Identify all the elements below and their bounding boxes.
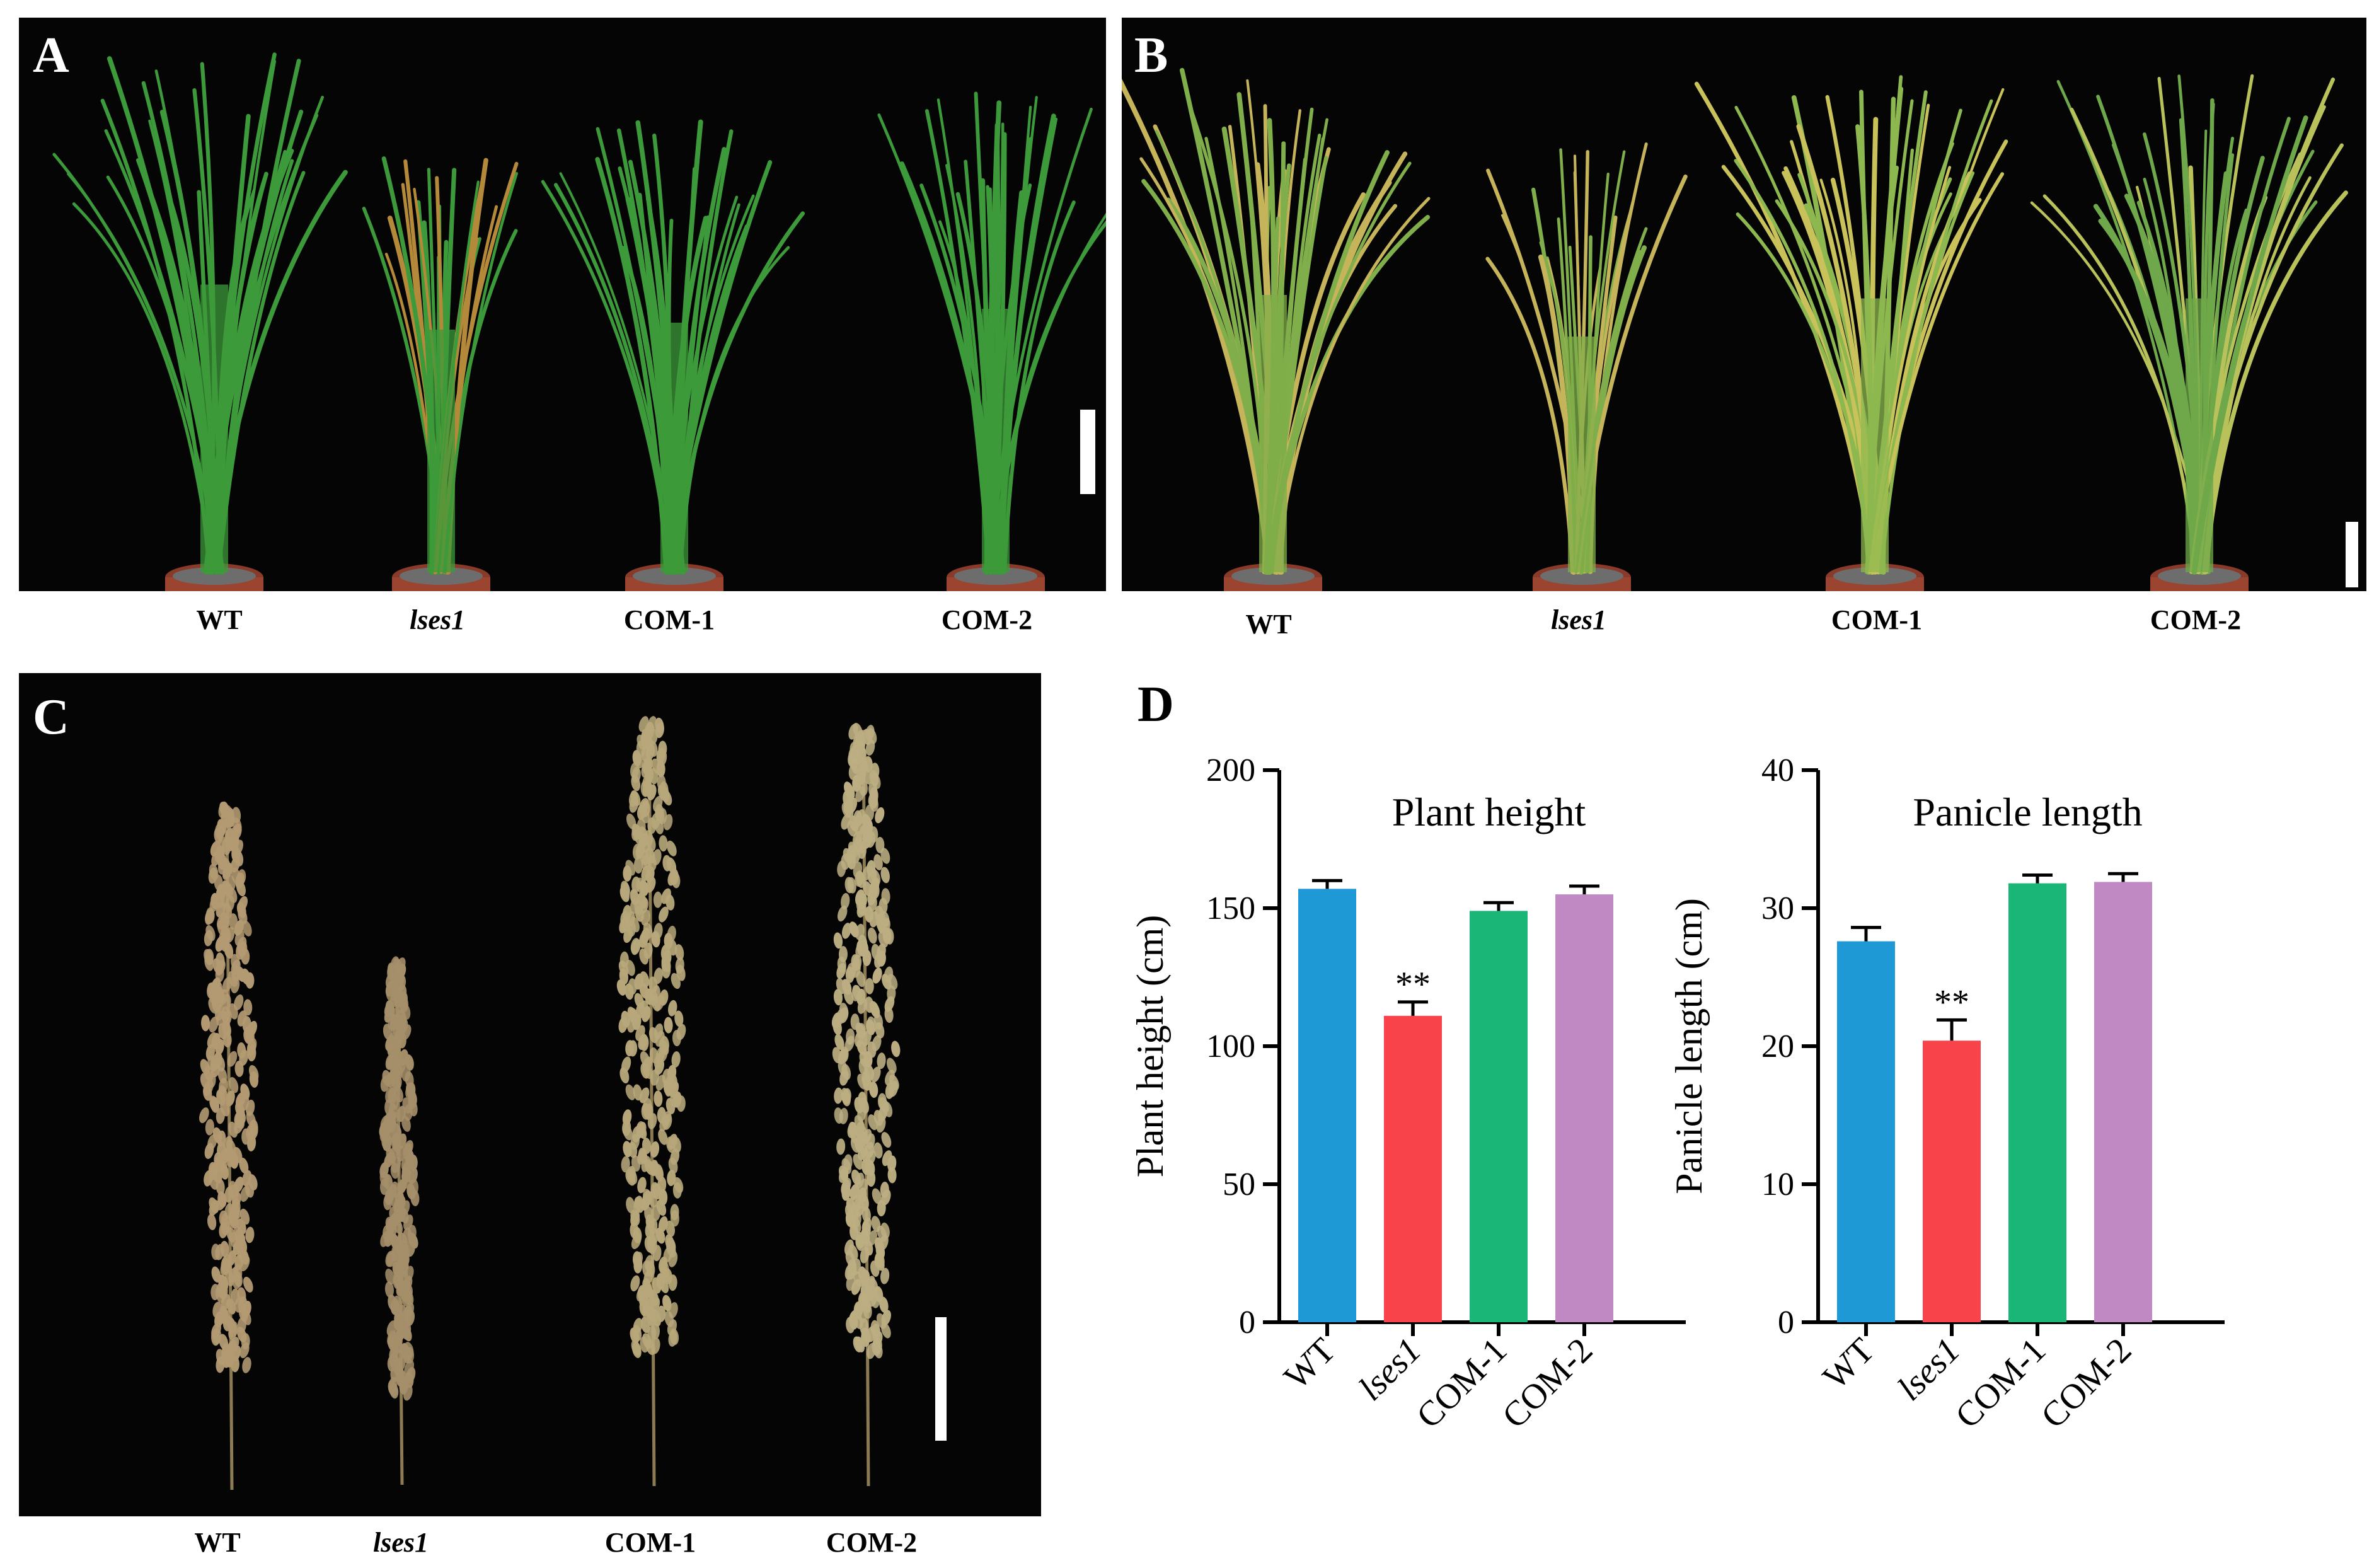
panel-c-letter: C xyxy=(33,689,69,745)
y-axis-label: Plant height (cm) xyxy=(1134,915,1171,1178)
significance-marker: ** xyxy=(1395,965,1431,1004)
panel-a-plants-illustration xyxy=(52,52,1106,591)
plant-com1 xyxy=(541,119,805,591)
bar-com-2 xyxy=(2094,882,2152,1322)
panicle-com1 xyxy=(616,716,686,1487)
y-tick-label: 0 xyxy=(1778,1305,1794,1340)
plant-com1 xyxy=(1694,75,2008,591)
bar-com-1 xyxy=(1470,911,1528,1322)
x-tick-label: WT xyxy=(1816,1330,1882,1397)
y-axis-label: Panicle length (cm) xyxy=(1668,898,1710,1194)
plant-wt xyxy=(1122,67,1431,591)
x-tick-label: COM-2 xyxy=(2034,1330,2139,1436)
plant-wt xyxy=(52,52,348,591)
panicle-wt xyxy=(199,801,259,1490)
y-tick-label: 150 xyxy=(1206,891,1255,926)
significance-marker: ** xyxy=(1934,983,1969,1022)
panel-b-scale-bar xyxy=(2346,522,2358,587)
chart-title: Plant height xyxy=(1392,790,1586,834)
panel-b-label-lses1: lses1 xyxy=(1551,604,1606,635)
panel-a-label-wt: WT xyxy=(196,604,243,635)
panel-d-letter: D xyxy=(1138,677,1174,732)
y-tick-label: 10 xyxy=(1761,1167,1794,1202)
bar-wt xyxy=(1298,889,1356,1322)
panel-c-label-com2: COM-2 xyxy=(826,1527,918,1558)
plant-lses1 xyxy=(1485,142,1688,591)
panel-b-label-com1: COM-1 xyxy=(1831,604,1923,635)
panel-a-label-com1: COM-1 xyxy=(623,604,715,635)
panel-c-label-wt: WT xyxy=(194,1527,241,1558)
y-tick-label: 0 xyxy=(1239,1305,1255,1340)
bar-lses1 xyxy=(1923,1041,1981,1322)
panel-b-photo xyxy=(1122,18,2366,591)
x-tick-label: WT xyxy=(1277,1330,1343,1397)
plant-lses1 xyxy=(362,156,519,591)
panel-a-scale-bar xyxy=(1080,410,1095,494)
panel-a-label-com2: COM-2 xyxy=(941,604,1033,635)
bar-chart-2: 0 10 20 30 40 Panicle length (cm) Panicle leng… xyxy=(1668,752,2225,1436)
y-tick-label: 50 xyxy=(1223,1167,1255,1202)
plant-com2 xyxy=(877,91,1106,591)
chart-title: Panicle length xyxy=(1913,790,2142,834)
bar-com-2 xyxy=(1555,894,1613,1322)
panel-c-scale-bar xyxy=(935,1317,947,1441)
bar-chart-1: 0 50 100 150 200 Plant height (cm) Plant heigh… xyxy=(1134,752,1686,1436)
panel-b-plants-illustration xyxy=(1122,67,2348,591)
panel-a-letter: A xyxy=(33,28,69,83)
panel-a-label-lses1: lses1 xyxy=(410,604,465,635)
x-tick-label: lses1 xyxy=(1890,1330,1967,1408)
y-tick-label: 20 xyxy=(1761,1029,1794,1064)
bar-lses1 xyxy=(1384,1015,1442,1322)
panicle-com2 xyxy=(831,722,901,1487)
panel-b-letter: B xyxy=(1134,28,1168,83)
plant-com2 xyxy=(2030,74,2348,591)
x-tick-label: lses1 xyxy=(1351,1330,1429,1408)
panel-c-photo xyxy=(19,673,1041,1516)
x-tick-label: COM-1 xyxy=(1948,1330,2053,1436)
x-tick-label: COM-1 xyxy=(1409,1330,1514,1436)
bar-com-1 xyxy=(2008,883,2066,1322)
y-tick-label: 200 xyxy=(1206,752,1255,788)
bar-wt xyxy=(1837,941,1895,1322)
panel-c-panicles-illustration xyxy=(199,716,901,1490)
panel-a-photo xyxy=(19,18,1106,591)
y-tick-label: 40 xyxy=(1761,752,1794,788)
panel-b-label-wt: WT xyxy=(1245,609,1292,640)
y-tick-label: 30 xyxy=(1761,891,1794,926)
panel-b-label-com2: COM-2 xyxy=(2150,604,2242,635)
panel-c-label-lses1: lses1 xyxy=(373,1527,429,1558)
panicle-lses1 xyxy=(379,956,420,1485)
y-tick-label: 100 xyxy=(1206,1029,1255,1064)
panel-c-label-com1: COM-1 xyxy=(604,1527,696,1558)
x-tick-label: COM-2 xyxy=(1495,1330,1600,1436)
